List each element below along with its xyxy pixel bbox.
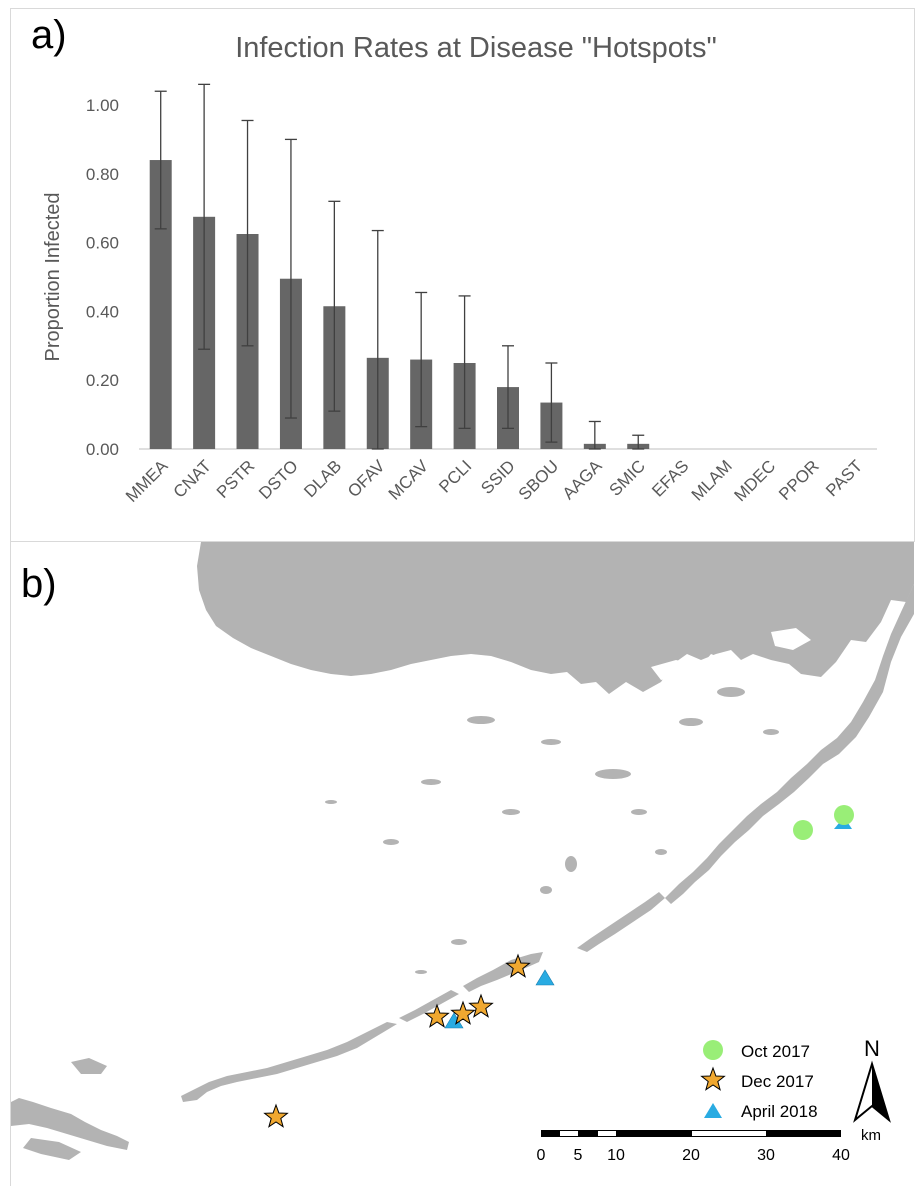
dec-2017-marker — [505, 953, 531, 978]
x-tick-label: DLAB — [300, 456, 345, 501]
x-tick-label: MLAM — [688, 456, 736, 504]
north-arrow-icon: N — [853, 1036, 891, 1123]
lower-keys — [181, 1022, 397, 1102]
map-legend: Oct 2017 Dec 2017 April 2018 — [700, 1040, 818, 1121]
scale-unit: km — [861, 1127, 881, 1144]
scale-tick: 40 — [832, 1147, 850, 1164]
y-axis-label: Proportion Infected — [42, 193, 64, 362]
chart-title: Infection Rates at Disease "Hotspots" — [235, 32, 717, 64]
scale-bar: km 0 5 10 20 30 40 — [537, 1127, 881, 1164]
western-islands — [11, 1098, 129, 1150]
oct-2017-markers — [793, 805, 854, 840]
scale-tick: 10 — [607, 1147, 625, 1164]
legend-star-icon — [700, 1066, 726, 1091]
y-tick-label: 0.80 — [86, 165, 119, 184]
x-tick-label: PAST — [822, 456, 866, 500]
legend-circle-icon — [703, 1040, 723, 1060]
western-island-2 — [23, 1138, 81, 1160]
legend-april-2018: April 2018 — [741, 1102, 818, 1121]
dec-2017-marker — [263, 1103, 289, 1128]
scale-tick: 0 — [537, 1147, 546, 1164]
y-tick-label: 0.40 — [86, 302, 119, 321]
x-tick-label: SBOU — [515, 456, 563, 504]
mainland-florida — [197, 542, 914, 694]
panel-a-label: a) — [31, 13, 67, 57]
middle-keys — [577, 892, 665, 952]
mainland-water — [651, 654, 726, 680]
x-tick-label: PCLI — [435, 456, 475, 496]
legend-oct-2017: Oct 2017 — [741, 1042, 810, 1061]
x-tick-label: SMIC — [606, 456, 649, 499]
dec-2017-marker — [424, 1003, 450, 1028]
bay-islands — [325, 687, 779, 974]
map-panel: b) — [10, 542, 915, 1186]
bar — [149, 160, 172, 450]
panel-b-label: b) — [21, 562, 57, 606]
x-tick-label: OFAV — [344, 456, 389, 501]
bar-chart: Infection Rates at Disease "Hotspots" Pro… — [42, 32, 877, 506]
x-tick-label: EFAS — [648, 456, 692, 500]
x-tick-label: SSID — [477, 456, 518, 497]
x-tick-label: DSTO — [255, 456, 302, 503]
x-tick-label: MCAV — [385, 456, 433, 504]
x-tick-label: AAGA — [559, 456, 606, 503]
dec-2017-markers — [263, 953, 531, 1128]
x-tick-label: CNAT — [170, 456, 215, 501]
april-2018-marker — [535, 969, 555, 986]
mainland-water-2 — [771, 628, 811, 650]
legend-dec-2017: Dec 2017 — [741, 1072, 814, 1091]
bar-chart-panel: a) Infection Rates at Disease "Hotspots"… — [10, 8, 915, 542]
oct-2017-marker — [834, 805, 854, 825]
x-tick-label: MDEC — [730, 456, 779, 505]
x-tick-label: PPOR — [775, 456, 823, 504]
y-tick-label: 0.00 — [86, 440, 119, 459]
y-tick-label: 0.20 — [86, 371, 119, 390]
x-tick-label: PSTR — [213, 456, 258, 501]
legend-triangle-icon — [704, 1103, 722, 1118]
florida-keys-map: Oct 2017 Dec 2017 April 2018 N km 0 5 10… — [11, 542, 914, 1164]
y-tick-label: 1.00 — [86, 96, 119, 115]
oct-2017-marker — [793, 820, 813, 840]
scale-tick: 5 — [574, 1147, 583, 1164]
dec-2017-marker — [468, 993, 494, 1018]
y-tick-label: 0.60 — [86, 234, 119, 253]
dec-2017-marker — [450, 1000, 476, 1025]
legend-star-shape — [700, 1066, 726, 1091]
north-label: N — [864, 1036, 880, 1061]
marathon-key — [463, 952, 543, 992]
scale-tick: 20 — [682, 1147, 700, 1164]
x-tick-label: MMEA — [122, 456, 172, 506]
april-2018-markers — [444, 969, 555, 1029]
scale-tick: 30 — [757, 1147, 775, 1164]
middle-keys-2 — [399, 990, 459, 1022]
western-island-3 — [71, 1058, 107, 1074]
